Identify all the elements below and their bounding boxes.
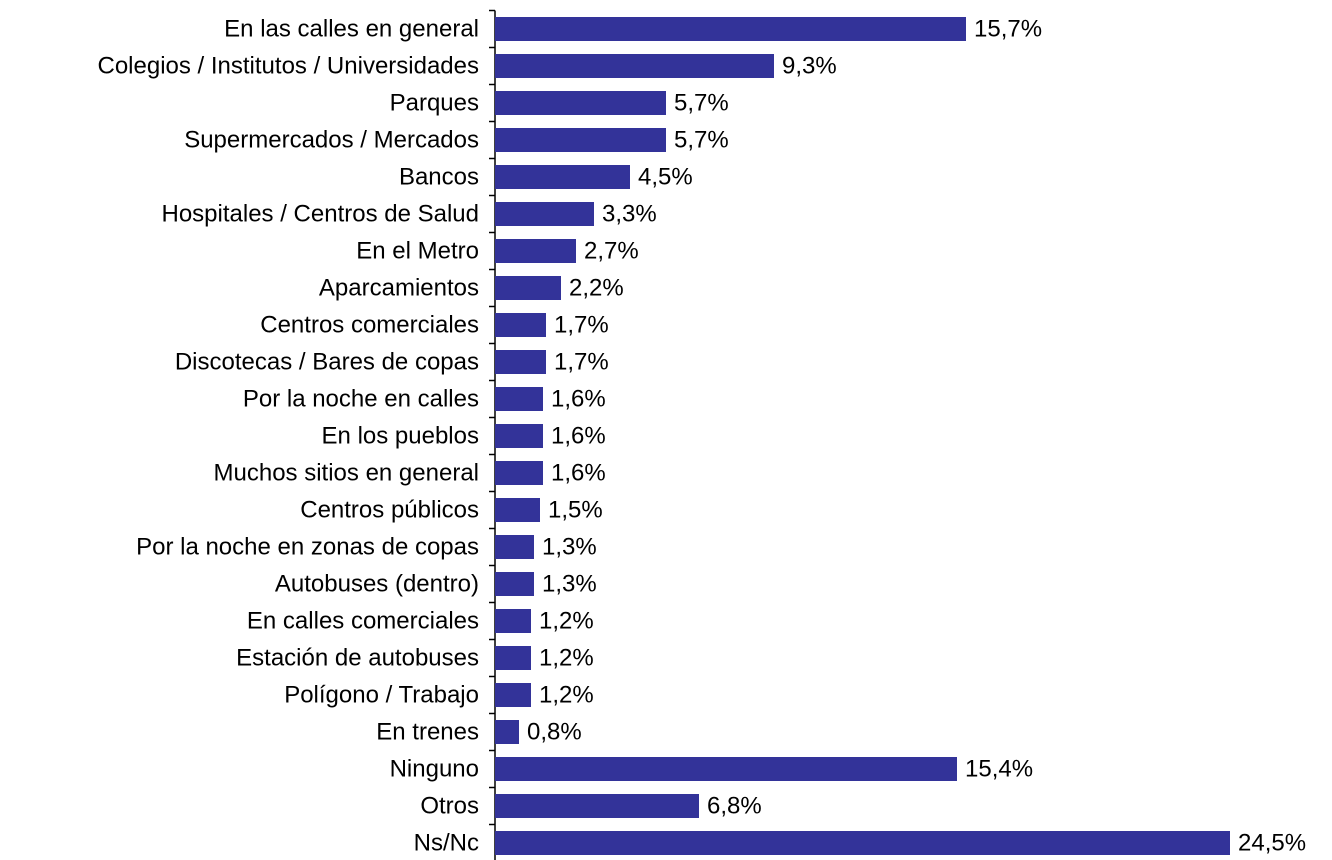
category-label: Polígono / Trabajo	[284, 681, 479, 708]
category-label: Ninguno	[390, 755, 479, 782]
category-label: Bancos	[399, 163, 479, 190]
bar	[495, 461, 543, 485]
category-label: Centros comerciales	[260, 311, 479, 338]
category-label: En calles comerciales	[247, 607, 479, 634]
bar	[495, 54, 774, 78]
value-label: 3,3%	[602, 200, 657, 227]
category-label: Parques	[390, 89, 479, 116]
value-label: 2,7%	[584, 237, 639, 264]
value-label: 1,5%	[548, 496, 603, 523]
bar	[495, 276, 561, 300]
bar	[495, 831, 1230, 855]
category-label: Por la noche en calles	[243, 385, 479, 412]
value-label: 15,4%	[965, 755, 1033, 782]
bar	[495, 646, 531, 670]
bar	[495, 683, 531, 707]
category-label: Autobuses (dentro)	[275, 570, 479, 597]
bar	[495, 535, 534, 559]
value-label: 5,7%	[674, 89, 729, 116]
category-label: Aparcamientos	[319, 274, 479, 301]
bar	[495, 424, 543, 448]
bar	[495, 165, 630, 189]
bar	[495, 387, 543, 411]
value-label: 1,2%	[539, 607, 594, 634]
category-label: Colegios / Institutos / Universidades	[97, 52, 479, 79]
value-label: 1,6%	[551, 422, 606, 449]
value-label: 1,2%	[539, 681, 594, 708]
value-label: 15,7%	[974, 15, 1042, 42]
category-label: Estación de autobuses	[236, 644, 479, 671]
category-label: En trenes	[376, 718, 479, 745]
value-label: 24,5%	[1238, 829, 1306, 856]
value-label: 1,6%	[551, 385, 606, 412]
value-label: 2,2%	[569, 274, 624, 301]
value-label: 1,2%	[539, 644, 594, 671]
value-label: 4,5%	[638, 163, 693, 190]
value-label: 1,7%	[554, 311, 609, 338]
bar	[495, 757, 957, 781]
bar	[495, 91, 666, 115]
category-label: Muchos sitios en general	[214, 459, 479, 486]
value-label: 1,3%	[542, 570, 597, 597]
bar	[495, 498, 540, 522]
bar	[495, 128, 666, 152]
category-label: En los pueblos	[322, 422, 479, 449]
category-label: Por la noche en zonas de copas	[136, 533, 479, 560]
value-label: 1,3%	[542, 533, 597, 560]
value-label: 9,3%	[782, 52, 837, 79]
category-label: Centros públicos	[300, 496, 479, 523]
category-label: En el Metro	[356, 237, 479, 264]
category-label: Ns/Nc	[414, 829, 479, 856]
value-label: 0,8%	[527, 718, 582, 745]
bar	[495, 239, 576, 263]
bar	[495, 313, 546, 337]
bar	[495, 609, 531, 633]
category-label: Otros	[420, 792, 479, 819]
bar	[495, 202, 594, 226]
category-label: Supermercados / Mercados	[184, 126, 479, 153]
bar	[495, 572, 534, 596]
value-label: 6,8%	[707, 792, 762, 819]
value-label: 1,7%	[554, 348, 609, 375]
category-label: En las calles en general	[224, 15, 479, 42]
bar	[495, 720, 519, 744]
bar	[495, 350, 546, 374]
value-label: 1,6%	[551, 459, 606, 486]
bar	[495, 17, 966, 41]
value-label: 5,7%	[674, 126, 729, 153]
category-label: Discotecas / Bares de copas	[175, 348, 479, 375]
bar	[495, 794, 699, 818]
category-label: Hospitales / Centros de Salud	[161, 200, 479, 227]
